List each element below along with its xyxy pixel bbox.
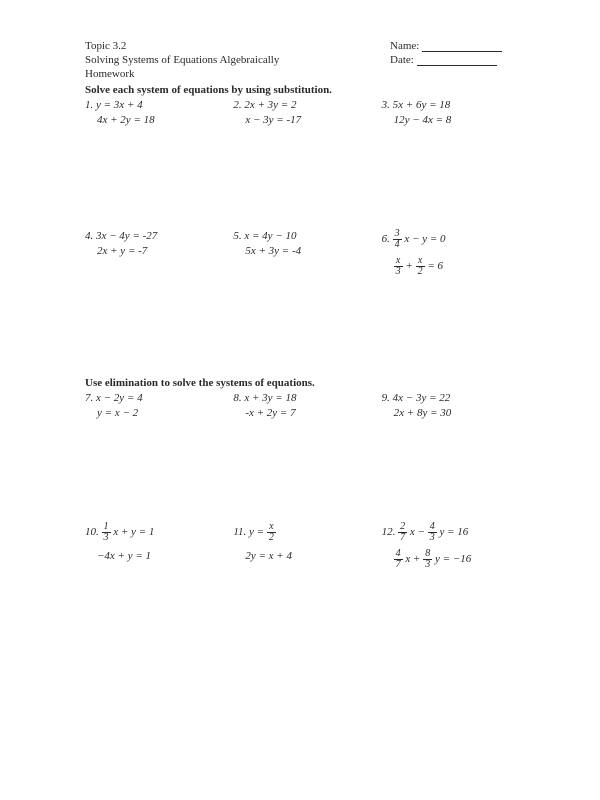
- problem-6: 6. 34 x − y = 0 x3 + x2 = 6: [382, 229, 530, 277]
- p5-eq2: 5x + 3y = -4: [233, 244, 371, 259]
- p2-eq1: 2x + 3y = 2: [244, 99, 296, 111]
- p12-frac2: 43: [428, 522, 437, 543]
- p6-frac3: x2: [416, 256, 425, 277]
- problem-3: 3. 5x + 6y = 18 12y − 4x = 8: [382, 98, 530, 129]
- homework-label: Homework: [85, 68, 530, 80]
- p8-eq1: x + 3y = 18: [244, 392, 296, 404]
- name-field: Name:: [390, 40, 530, 52]
- p12-eq2-post: y = −16: [432, 553, 471, 565]
- date-label: Date:: [390, 54, 414, 66]
- problem-9: 9. 4x − 3y = 22 2x + 8y = 30: [382, 391, 530, 422]
- p10-eq2: −4x + y = 1: [85, 549, 223, 564]
- section2-title: Use elimination to solve the systems of …: [85, 377, 530, 389]
- p7-eq1: x − 2y = 4: [96, 392, 143, 404]
- p12-num: 12.: [382, 526, 396, 538]
- p11-eq2: 2y = x + 4: [233, 549, 371, 564]
- section2-row2: 10. 13 x + y = 1 −4x + y = 1 11. y = x2 …: [85, 522, 530, 570]
- p11-frac1: x2: [267, 522, 276, 543]
- p9-eq2: 2x + 8y = 30: [382, 406, 520, 421]
- p4-num: 4.: [85, 230, 93, 242]
- p6-eq2-post: = 6: [425, 260, 443, 272]
- subtitle-label: Solving Systems of Equations Algebraical…: [85, 54, 390, 66]
- p8-num: 8.: [233, 392, 241, 404]
- p2-eq2: x − 3y = -17: [233, 113, 371, 128]
- date-field: Date:: [390, 54, 530, 66]
- p3-eq1: 5x + 6y = 18: [393, 99, 451, 111]
- p5-num: 5.: [233, 230, 241, 242]
- problem-1: 1. y = 3x + 4 4x + 2y = 18: [85, 98, 233, 129]
- problem-10: 10. 13 x + y = 1 −4x + y = 1: [85, 522, 233, 570]
- p3-eq2: 12y − 4x = 8: [382, 113, 520, 128]
- header-row-2: Solving Systems of Equations Algebraical…: [85, 54, 530, 66]
- topic-label: Topic 3.2: [85, 40, 390, 52]
- p6-frac1: 34: [393, 229, 402, 250]
- p6-eq1-post: x − y = 0: [402, 233, 446, 245]
- p9-eq1: 4x − 3y = 22: [393, 392, 451, 404]
- name-blank: [422, 51, 502, 52]
- problem-7: 7. x − 2y = 4 y = x − 2: [85, 391, 233, 422]
- p4-eq2: 2x + y = -7: [85, 244, 223, 259]
- p12-mid1: x −: [407, 526, 428, 538]
- problem-8: 8. x + 3y = 18 -x + 2y = 7: [233, 391, 381, 422]
- section1-row2: 4. 3x − 4y = -27 2x + y = -7 5. x = 4y −…: [85, 229, 530, 277]
- p8-eq2: -x + 2y = 7: [233, 406, 371, 421]
- p11-eq1-pre: y =: [249, 526, 267, 538]
- p4-eq1: 3x − 4y = -27: [96, 230, 157, 242]
- section1-row1: 1. y = 3x + 4 4x + 2y = 18 2. 2x + 3y = …: [85, 98, 530, 129]
- p6-mid: +: [403, 260, 416, 272]
- p1-eq2: 4x + 2y = 18: [85, 113, 223, 128]
- p7-num: 7.: [85, 392, 93, 404]
- name-label: Name:: [390, 40, 419, 52]
- p12-mid2: x +: [403, 553, 424, 565]
- date-blank: [417, 65, 497, 66]
- p12-frac1: 27: [398, 522, 407, 543]
- p3-num: 3.: [382, 99, 390, 111]
- problem-2: 2. 2x + 3y = 2 x − 3y = -17: [233, 98, 381, 129]
- problem-4: 4. 3x − 4y = -27 2x + y = -7: [85, 229, 233, 277]
- p5-eq1: x = 4y − 10: [244, 230, 296, 242]
- p6-num: 6.: [382, 233, 390, 245]
- p2-num: 2.: [233, 99, 241, 111]
- header-row-1: Topic 3.2 Name:: [85, 40, 530, 52]
- problem-12: 12. 27 x − 43 y = 16 47 x + 83 y = −16: [382, 522, 530, 570]
- p10-frac1: 13: [102, 522, 111, 543]
- p1-num: 1.: [85, 99, 93, 111]
- p12-frac3: 47: [394, 549, 403, 570]
- p12-eq1-post: y = 16: [437, 526, 469, 538]
- p9-num: 9.: [382, 392, 390, 404]
- p12-frac4: 83: [423, 549, 432, 570]
- p11-num: 11.: [233, 526, 246, 538]
- section2-row1: 7. x − 2y = 4 y = x − 2 8. x + 3y = 18 -…: [85, 391, 530, 422]
- p6-frac2: x3: [394, 256, 403, 277]
- p7-eq2: y = x − 2: [85, 406, 223, 421]
- problem-11: 11. y = x2 2y = x + 4: [233, 522, 381, 570]
- p10-num: 10.: [85, 526, 99, 538]
- p1-eq1: y = 3x + 4: [96, 99, 143, 111]
- section1-title: Solve each system of equations by using …: [85, 84, 530, 96]
- problem-5: 5. x = 4y − 10 5x + 3y = -4: [233, 229, 381, 277]
- p10-eq1-post: x + y = 1: [111, 526, 155, 538]
